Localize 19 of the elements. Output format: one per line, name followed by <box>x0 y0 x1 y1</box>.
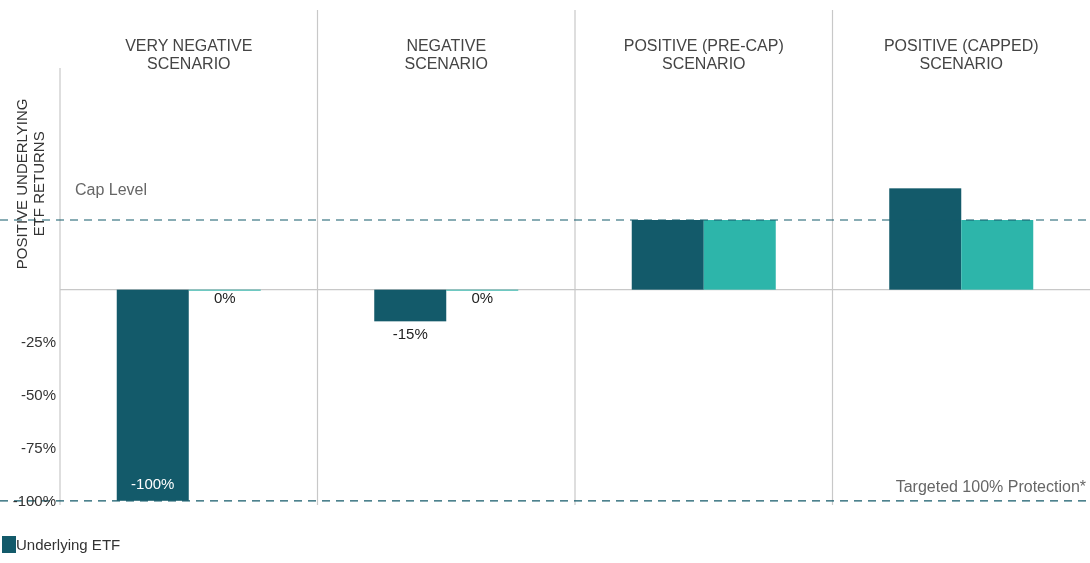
x-tick-label: POSITIVE (PRE-CAP) SCENARIO <box>623 37 784 72</box>
x-tick-label: POSITIVE (CAPPED) SCENARIO <box>883 37 1039 72</box>
x-tick-label: NEGATIVE SCENARIO <box>404 37 489 72</box>
data-label: 0% <box>213 288 236 306</box>
data-label: 0% <box>471 288 494 306</box>
y-tick-label: -50% <box>20 386 56 404</box>
data-label: -15% <box>392 325 428 343</box>
y-tick-label: -100% <box>12 491 56 509</box>
legend-label: Underlying ETF <box>16 536 121 553</box>
x-tick-label: VERY NEGATIVE SCENARIO <box>125 37 253 72</box>
ref-line-label: Targeted 100% Protection* <box>895 477 1086 495</box>
bar <box>703 220 776 290</box>
y-tick-label: -25% <box>20 333 56 351</box>
data-label: -100% <box>131 474 175 492</box>
y-tick-label: -75% <box>20 439 56 456</box>
bar <box>961 220 1034 290</box>
y-axis-title: POSITIVE UNDERLYING ETF RETURNS <box>13 98 47 270</box>
bar <box>374 289 447 322</box>
ref-line-label: Cap Level <box>75 181 148 198</box>
